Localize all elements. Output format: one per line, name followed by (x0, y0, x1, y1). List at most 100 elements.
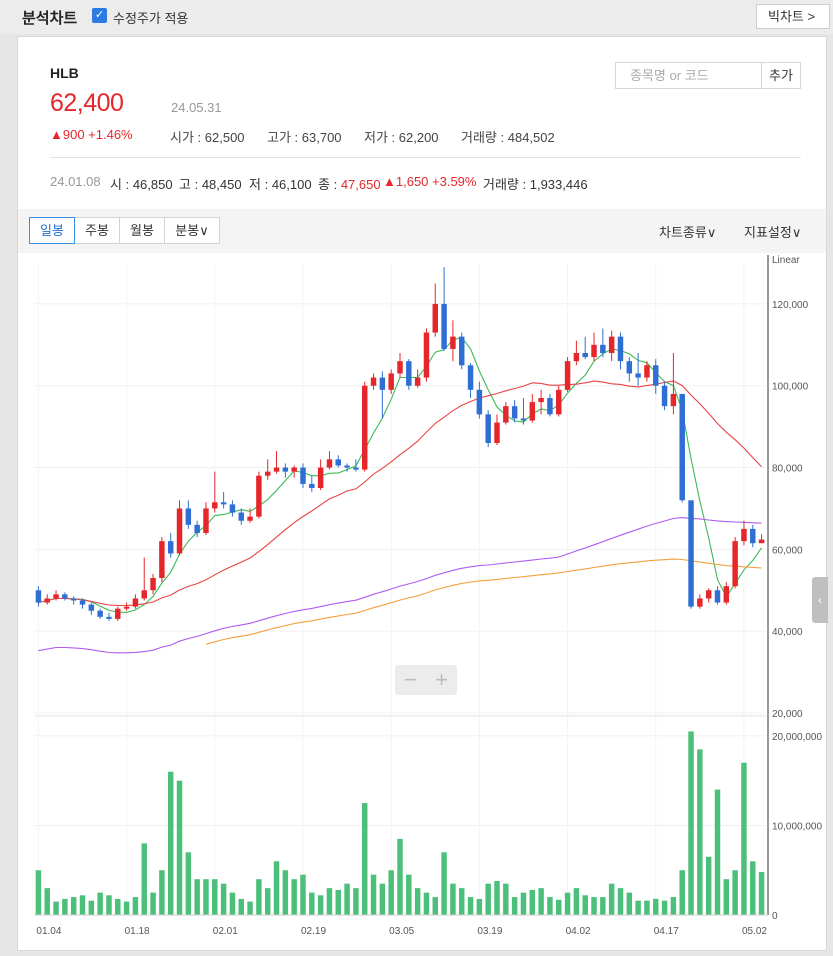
daily-close-value: 47,650 (340, 177, 381, 192)
ma60-line (38, 517, 762, 654)
zoom-in-button[interactable]: + (435, 667, 448, 692)
tab-weekly[interactable]: 주봉 (74, 217, 120, 244)
candle-body (529, 402, 536, 421)
adjusted-price-checkbox[interactable]: ✓ (92, 8, 107, 23)
daily-high: 고 : 48,450 (179, 177, 242, 192)
candle-body (379, 377, 386, 390)
daily-low-value: 46,100 (271, 177, 312, 192)
volume-bar (344, 883, 350, 915)
volume-bar (520, 892, 527, 915)
volume-bar (485, 883, 491, 915)
price-tick-label: 120,000 (772, 300, 809, 311)
candle-body (459, 336, 465, 366)
volume-bar (679, 870, 685, 915)
tab-daily[interactable]: 일봉 (29, 217, 75, 244)
candle-body (62, 594, 68, 599)
volume-bar (591, 897, 597, 915)
side-panel-toggle[interactable]: ‹ (812, 577, 828, 623)
candle-body (511, 406, 518, 419)
volume-bar (653, 898, 659, 915)
candle-body (159, 541, 165, 578)
volume-bar (732, 870, 738, 915)
volume-bar (688, 731, 694, 915)
candle-body (70, 598, 77, 601)
low-label: 저가 (364, 130, 388, 145)
candle-body (714, 590, 721, 603)
volume-bar (264, 888, 271, 915)
daily-close-label: 종 (318, 177, 330, 192)
volume-bar (617, 888, 624, 915)
candle-body (326, 459, 333, 468)
volume-bar (414, 888, 421, 915)
volume-bar (388, 870, 394, 915)
volume-bar (326, 888, 333, 915)
x-tick-label: 05.02 (742, 926, 767, 937)
stock-search-input[interactable]: 종목명 or 코드 (615, 62, 762, 89)
daily-volume-label: 거래량 (483, 177, 519, 192)
volume-bar (361, 803, 368, 915)
candle-body (600, 344, 606, 353)
x-tick-label: 04.02 (566, 926, 591, 937)
open-value: 62,500 (204, 130, 245, 145)
add-button[interactable]: 추가 (761, 62, 801, 89)
volume-bar (450, 883, 456, 915)
volume-bar (282, 870, 289, 915)
candle-body (741, 528, 747, 542)
daily-open: 시 : 46,850 (110, 177, 173, 192)
x-tick-label: 03.19 (477, 926, 502, 937)
candle-body (520, 418, 527, 421)
volume-bar (459, 888, 465, 915)
volume-bar (750, 861, 756, 915)
ma20-line (38, 380, 762, 607)
candle-body (732, 541, 738, 587)
adjusted-price-label[interactable]: 수정주가 적용 (113, 11, 189, 26)
candle-body (653, 365, 659, 386)
candle-body (617, 336, 624, 362)
volume-bar (406, 874, 412, 915)
candle-body (344, 465, 350, 468)
candle-body (467, 365, 474, 390)
daily-open-label: 시 (110, 177, 122, 192)
candle-body (35, 590, 42, 603)
volume-tick-label: 20,000,000 (772, 732, 822, 743)
x-tick-label: 02.01 (213, 926, 238, 937)
candle-body (309, 483, 315, 488)
big-chart-button[interactable]: 빅차트 > (756, 4, 830, 29)
candle-body (635, 373, 641, 378)
candle-body (370, 377, 377, 386)
candle-body (476, 389, 483, 415)
volume-bar (79, 895, 86, 915)
volume-bar (53, 901, 59, 915)
indicator-settings-dropdown[interactable]: 지표설정∨ (744, 225, 802, 240)
candle-body (661, 385, 668, 407)
volume-bar (397, 838, 403, 915)
volume-bar (176, 780, 183, 915)
candle-body (167, 541, 174, 554)
tab-minute[interactable]: 분봉∨ (164, 217, 220, 244)
price-tick-label: 40,000 (772, 627, 803, 638)
candle-body (414, 377, 421, 386)
zoom-out-button[interactable]: − (404, 667, 417, 692)
volume-bar (291, 879, 297, 915)
candle-body (573, 353, 580, 362)
candle-body (353, 467, 359, 470)
candle-body (608, 336, 615, 353)
daily-open-value: 46,850 (132, 177, 173, 192)
candle-body (723, 586, 730, 603)
chart-type-dropdown[interactable]: 차트종류∨ (659, 225, 717, 240)
tab-monthly[interactable]: 월봉 (119, 217, 165, 244)
low-value: 62,200 (398, 130, 439, 145)
moving-average-lines (38, 336, 763, 654)
candle-body (212, 502, 218, 509)
x-tick-label: 01.04 (36, 926, 61, 937)
price-chart[interactable]: Linear 120,000 100,000 80,000 60,000 40,000 20… (18, 253, 826, 951)
volume-bar (644, 900, 650, 915)
candle-body (564, 361, 571, 390)
volume-bar (70, 897, 77, 915)
candle-body (88, 604, 95, 611)
price-date: 24.05.31 (171, 100, 222, 115)
candle-body (282, 467, 289, 472)
volume-bar (185, 852, 192, 915)
volume-bar (247, 901, 253, 915)
stock-name: HLB (50, 65, 79, 81)
